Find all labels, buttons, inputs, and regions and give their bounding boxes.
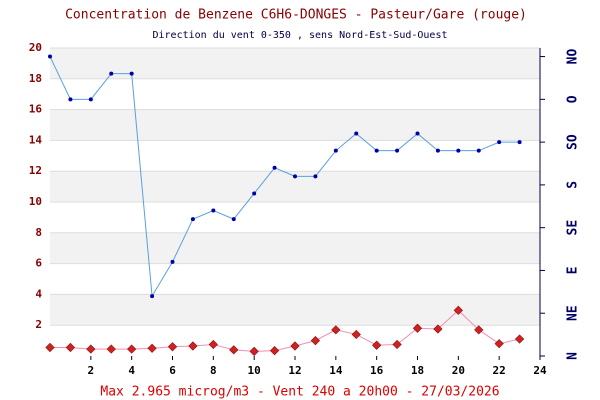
- point: [129, 71, 134, 76]
- point: [412, 323, 423, 333]
- point: [170, 259, 175, 264]
- y-tick-label: 14: [29, 133, 43, 146]
- y-tick-label: 16: [29, 103, 43, 116]
- point: [109, 71, 114, 76]
- y2-tick-label: SO: [566, 134, 581, 150]
- point: [415, 131, 420, 136]
- x-tick-label: 2: [88, 364, 95, 377]
- point: [435, 148, 440, 153]
- point: [127, 344, 137, 354]
- point: [293, 174, 297, 179]
- point: [269, 346, 280, 356]
- y-tick-label: 8: [35, 226, 42, 239]
- point: [392, 339, 402, 350]
- chart-title: Concentration de Benzene C6H6-DONGES - P…: [65, 8, 527, 23]
- point: [453, 305, 463, 315]
- y-tick-label: 18: [29, 72, 42, 85]
- y-tick-label: 2: [35, 318, 42, 331]
- x-tick-label: 6: [169, 364, 176, 377]
- point: [351, 329, 361, 340]
- x-tick-label: 10: [248, 364, 261, 377]
- footer: Max 2.965 microg/m3 - Vent 240 a 20h00 -…: [100, 385, 499, 400]
- point: [395, 148, 400, 153]
- point: [313, 174, 318, 179]
- x-tick-label: 20: [452, 364, 465, 377]
- point: [494, 339, 504, 349]
- point: [372, 340, 382, 350]
- x-tick-label: 12: [288, 364, 301, 377]
- y2-tick-label: NE: [566, 305, 581, 321]
- point: [249, 346, 259, 356]
- point: [65, 342, 76, 353]
- y2-tick-label: N: [566, 352, 581, 360]
- y-tick-label: 12: [29, 164, 42, 177]
- point: [68, 97, 73, 102]
- point: [88, 97, 93, 102]
- point: [188, 341, 198, 351]
- band: [50, 294, 540, 326]
- x-tick-label: 8: [210, 364, 217, 377]
- y2-tick-label: S: [566, 181, 581, 189]
- point: [48, 54, 52, 59]
- band: [50, 48, 540, 79]
- band: [50, 109, 540, 141]
- series-line: [49, 56, 520, 298]
- point: [150, 294, 155, 299]
- point: [517, 140, 522, 145]
- point: [310, 336, 321, 346]
- point: [231, 217, 236, 222]
- point: [333, 148, 338, 153]
- y-tick-label: 20: [29, 41, 42, 54]
- y-tick-label: 10: [29, 195, 42, 208]
- point: [229, 345, 239, 355]
- y-tick-label: 6: [35, 257, 42, 270]
- y2-tick-label: O: [566, 95, 581, 103]
- point: [208, 339, 218, 350]
- x-tick-label: 18: [411, 364, 424, 377]
- y2-tick-label: NO: [566, 49, 581, 65]
- band: [50, 232, 540, 264]
- x-tick-label: 24: [533, 364, 547, 377]
- point: [497, 140, 502, 145]
- point: [190, 217, 195, 222]
- point: [374, 148, 379, 153]
- point: [354, 131, 359, 136]
- y2-tick-label: SE: [566, 220, 581, 236]
- point: [211, 208, 216, 213]
- point: [86, 344, 96, 354]
- point: [290, 341, 300, 351]
- chart-subtitle: Direction du vent 0-350 , sens Nord-Est-…: [152, 30, 447, 41]
- point: [167, 342, 178, 352]
- y2-tick-label: E: [566, 267, 581, 275]
- point: [106, 344, 116, 354]
- point: [252, 191, 257, 196]
- point: [474, 325, 484, 335]
- point: [456, 148, 461, 153]
- point: [331, 325, 341, 335]
- x-tick-label: 14: [329, 364, 343, 377]
- x-tick-label: 16: [370, 364, 384, 377]
- x-tick-label: 4: [128, 364, 135, 377]
- x-tick-label: 22: [493, 364, 506, 377]
- point: [147, 343, 157, 353]
- point: [45, 342, 55, 353]
- point: [476, 148, 481, 153]
- point: [514, 334, 525, 344]
- point: [433, 324, 443, 334]
- y-tick-label: 4: [35, 287, 42, 300]
- point: [272, 165, 277, 170]
